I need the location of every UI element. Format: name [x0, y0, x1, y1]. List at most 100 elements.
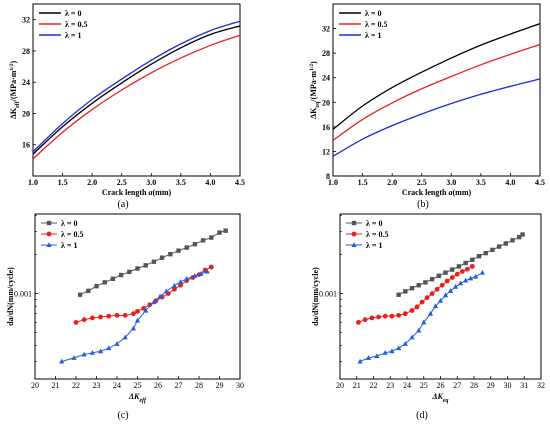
chart-panel-c: 20 21 22 23 24 25 26 27 28 29 30 0.001 ΔKeff da/dN(mm… — [6, 213, 244, 421]
x-axis-label: Crack length a(mm) — [102, 188, 172, 197]
data-point-circle — [449, 275, 455, 280]
data-point-triangle — [143, 307, 149, 313]
legend-entry: λ = 0 — [366, 219, 383, 228]
x-tick-label: 25 — [420, 381, 428, 390]
data-point-square — [503, 241, 509, 246]
data-point-square — [476, 254, 482, 259]
data-point-circle — [122, 312, 128, 318]
data-point-square — [223, 228, 228, 233]
data-point-square — [520, 232, 525, 237]
y-tick-label: 16 — [322, 123, 330, 132]
data-point-circle — [429, 291, 435, 296]
data-point-circle — [382, 313, 388, 319]
panel-caption: (c) — [117, 410, 128, 421]
data-point-square — [209, 235, 214, 240]
data-point-circle — [98, 314, 103, 320]
y-tick-label: 32 — [322, 25, 330, 34]
data-point-triangle — [402, 341, 408, 346]
x-tick-label: 28 — [195, 381, 203, 390]
x-tick-label: 31 — [520, 381, 528, 390]
data-point-triangle — [427, 310, 434, 316]
data-point-circle — [464, 266, 470, 272]
data-point-circle — [356, 320, 361, 325]
data-point-triangle — [432, 303, 439, 309]
data-point-circle — [362, 317, 368, 323]
y-axis-label: da/dN(mm/cycle) — [311, 267, 320, 326]
legend-marker-triangle — [46, 242, 52, 247]
x-tick-label: 1.5 — [58, 178, 68, 187]
data-point-circle — [178, 282, 183, 288]
data-point-triangle — [59, 358, 65, 364]
x-tick-label: 32 — [537, 381, 545, 390]
x-tick-label: 27 — [453, 381, 461, 390]
data-point-triangle — [374, 353, 380, 359]
data-point-square — [490, 247, 495, 253]
series-line-lambda-0 — [33, 25, 240, 155]
legend-entry: λ = 1 — [366, 241, 383, 250]
chart-panel-b: 1.0 1.5 2.0 2.5 3.0 3.5 4.0 4.5 8 12 16 20 24 28 32 Cra… — [309, 3, 545, 210]
data-point-square — [423, 280, 428, 285]
data-point-square — [86, 288, 91, 294]
data-point-triangle — [122, 334, 128, 340]
data-point-square — [184, 245, 189, 250]
y-tick-label: 12 — [322, 147, 330, 156]
legend: λ = 0 λ = 0.5 λ = 1 — [339, 9, 388, 40]
legend-entry: λ = 0 — [65, 9, 82, 18]
panel-caption: (a) — [117, 199, 128, 210]
y-tick-label: 28 — [22, 47, 30, 56]
x-tick-label: 28 — [470, 381, 478, 390]
x-tick-label: 24 — [113, 381, 121, 390]
data-point-triangle — [421, 319, 427, 325]
data-point-square — [94, 283, 99, 289]
data-point-circle — [419, 299, 425, 305]
x-tick-label: 20 — [336, 381, 344, 390]
legend-entry: λ = 1 — [65, 31, 82, 40]
data-point-square — [77, 292, 83, 297]
data-point-triangle — [114, 341, 120, 346]
data-point-square — [416, 283, 421, 288]
legend: λ = 0 λ = 0.5 λ = 1 — [39, 9, 88, 40]
data-point-circle — [81, 317, 87, 323]
series-line-lambda-0-5 — [75, 266, 212, 323]
data-point-triangle — [458, 280, 464, 286]
legend-marker-square — [351, 220, 357, 226]
series-line-lambda-0-5 — [33, 34, 240, 160]
legend-marker-circle — [46, 231, 52, 237]
data-point-triangle — [177, 279, 184, 284]
chart-panel-a: 1.0 1.5 2.0 2.5 3.0 3.5 4.0 4.5 16 20 24 28 32 Crack … — [9, 3, 245, 210]
data-point-square — [456, 264, 462, 269]
legend: λ = 0 λ = 0.5 λ = 1 — [346, 219, 389, 250]
data-point-circle — [469, 263, 475, 269]
data-point-circle — [369, 315, 375, 321]
data-point-triangle — [357, 358, 363, 364]
plot-frame — [32, 3, 241, 177]
y-axis-label: ΔKeq/(MPa·m1/2) — [309, 61, 321, 119]
data-point-triangle — [151, 299, 157, 305]
data-point-triangle — [416, 327, 422, 333]
data-point-circle — [444, 278, 450, 284]
data-point-circle — [90, 315, 95, 321]
data-point-square — [127, 269, 132, 275]
panel-caption: (d) — [416, 410, 428, 421]
data-point-triangle — [134, 317, 141, 323]
data-point-triangle — [81, 351, 87, 357]
x-tick-label: 30 — [236, 381, 244, 390]
data-point-triangle — [130, 325, 136, 331]
legend-entry: λ = 0 — [61, 219, 78, 228]
data-point-triangle — [89, 350, 95, 355]
series-line-lambda-1 — [61, 271, 208, 362]
legend-marker-triangle — [351, 242, 357, 247]
x-tick-label: 4.5 — [235, 178, 245, 187]
x-tick-label: 1.0 — [328, 178, 338, 187]
x-tick-label: 26 — [154, 381, 162, 390]
y-tick-label: 16 — [22, 141, 30, 150]
data-point-triangle — [409, 334, 415, 340]
data-point-triangle — [389, 348, 395, 354]
y-tick-label: 32 — [22, 16, 30, 25]
x-tick-label: 4.5 — [535, 178, 545, 187]
data-point-square — [151, 259, 157, 264]
x-tick-label: 2.5 — [417, 178, 427, 187]
legend-entry: λ = 0.5 — [61, 230, 84, 239]
x-tick-label: 2.5 — [117, 178, 127, 187]
data-point-square — [443, 270, 448, 275]
